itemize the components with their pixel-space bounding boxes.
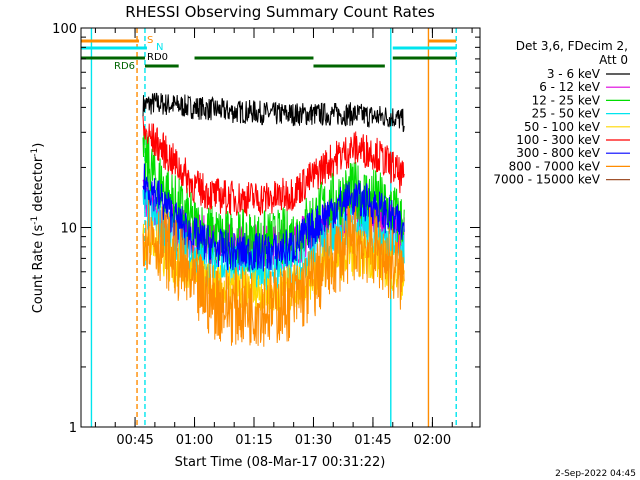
y-axis-label-close: ) xyxy=(31,143,46,148)
legend-header-line1: Det 3,6, FDecim 2, xyxy=(516,39,628,53)
chart-title: RHESSI Observing Summary Count Rates xyxy=(125,3,435,21)
x-tick-label-0: 00:45 xyxy=(116,433,153,448)
x-axis: 00:45 01:00 01:15 01:30 01:45 02:00 xyxy=(94,28,473,448)
y-tick-label-0: 1 xyxy=(69,421,77,436)
observing-flags xyxy=(81,39,457,68)
legend-label-1: 6 - 12 keV xyxy=(539,80,601,94)
flag-label-n: N xyxy=(156,42,163,53)
y-axis: 1 10 100 xyxy=(52,22,480,436)
legend-label-8: 7000 - 15000 keV xyxy=(493,173,600,187)
data-series xyxy=(142,92,405,347)
x-tick-label-3: 01:30 xyxy=(295,433,332,448)
x-axis-label: Start Time (08-Mar-17 00:31:22) xyxy=(175,455,386,470)
x-tick-label-2: 01:15 xyxy=(235,433,272,448)
x-tick-label-5: 02:00 xyxy=(414,433,451,448)
flag-label-rd0: RD0 xyxy=(147,52,168,63)
series-line-7 xyxy=(142,199,405,347)
series-line-2 xyxy=(142,130,405,274)
y-axis-label-sup2: -1 xyxy=(30,148,40,157)
legend-label-3: 25 - 50 keV xyxy=(532,107,601,121)
plot-frame xyxy=(80,27,481,428)
legend-label-4: 50 - 100 keV xyxy=(524,120,601,134)
y-axis-label: Count Rate (s-1 detector-1) xyxy=(30,143,46,314)
flag-label-s: S xyxy=(147,35,153,46)
legend-label-6: 300 - 800 keV xyxy=(516,146,600,160)
y-tick-label-2: 100 xyxy=(52,22,77,37)
footer-date: 2-Sep-2022 04:45 xyxy=(555,469,636,479)
series-line-0 xyxy=(142,92,405,133)
x-tick-label-4: 01:45 xyxy=(354,433,391,448)
y-axis-label-main: Count Rate (s xyxy=(31,225,46,314)
y-axis-label-tail: detector xyxy=(31,156,46,216)
event-markers xyxy=(90,28,457,427)
x-tick-label-1: 01:00 xyxy=(176,433,213,448)
y-tick-label-1: 10 xyxy=(60,222,77,237)
legend-header-line2: Att 0 xyxy=(599,53,628,67)
y-axis-label-sup: -1 xyxy=(30,216,40,225)
series-line-3 xyxy=(142,186,405,293)
flag-label-rd6: RD6 xyxy=(114,61,135,72)
legend-label-7: 800 - 7000 keV xyxy=(509,159,601,173)
legend-label-0: 3 - 6 keV xyxy=(547,67,601,81)
legend-label-5: 100 - 300 keV xyxy=(516,133,600,147)
series-line-5 xyxy=(142,116,405,217)
legend-label-2: 12 - 25 keV xyxy=(532,93,601,107)
series-line-6 xyxy=(142,163,405,272)
